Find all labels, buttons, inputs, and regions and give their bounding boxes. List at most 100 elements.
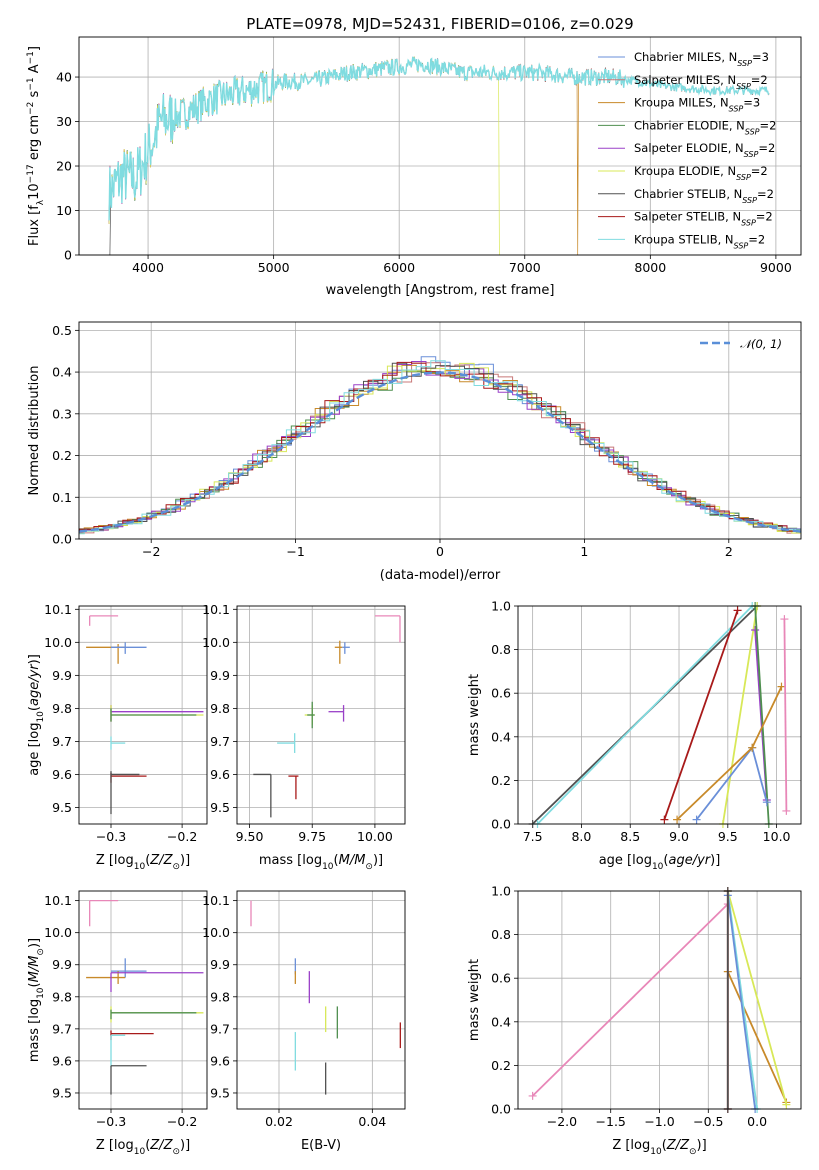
- y-tick-label: 10.0: [44, 635, 72, 650]
- data-point: [110, 1009, 197, 1020]
- y-tick-label: 0.8: [491, 642, 511, 657]
- series-marker: [733, 606, 742, 615]
- y-tick-label: 10.1: [202, 893, 230, 908]
- series-line: [783, 619, 788, 811]
- x-tick-label: 8.0: [571, 829, 591, 844]
- y-tick-label: 0.4: [52, 365, 72, 380]
- y-tick-label: 9.7: [52, 1021, 72, 1036]
- x-axis-label: mass [log10(M/M⊙)]: [259, 853, 383, 872]
- series-marker: [782, 806, 791, 815]
- x-tick-label: 0: [436, 544, 444, 559]
- x-tick-label: −1: [286, 544, 304, 559]
- data-point: [328, 705, 345, 722]
- series-marker: [780, 615, 789, 624]
- mass-weight-series: [673, 682, 786, 824]
- data-point: [110, 708, 197, 722]
- y-tick-label: 20: [56, 159, 72, 174]
- x-tick-label: −0.3: [96, 1114, 126, 1129]
- y-tick-label: 40: [56, 70, 72, 85]
- mass-weight-series: [723, 887, 762, 1113]
- x-tick-label: 0.0: [747, 1114, 767, 1129]
- y-axis-label: age [log10(age/yr)]: [27, 654, 46, 776]
- data-point: [111, 642, 147, 654]
- legend-entry: Salpeter MILES, NSSP=2: [634, 73, 768, 91]
- x-tick-label: 0.04: [358, 1114, 386, 1129]
- series-marker: [782, 1100, 791, 1109]
- x-tick-label: 9.75: [298, 829, 326, 844]
- mass_weight_vs_age-marks: [528, 602, 791, 828]
- y-tick-label: 9.9: [210, 957, 230, 972]
- age_vs_Z-marks: [86, 615, 204, 815]
- data-point: [288, 775, 299, 800]
- mass-weight-series: [692, 743, 771, 824]
- y-tick-label: 0.2: [491, 1058, 511, 1073]
- mass_weight_vs_Z-frame: [517, 890, 802, 1110]
- age_vs_Z-frame: [78, 605, 208, 825]
- age_vs_mass-frame: [236, 605, 406, 825]
- y-tick-label: 0.4: [491, 1014, 511, 1029]
- y-tick-label: 9.8: [210, 989, 230, 1004]
- age_vs_mass-marks: [253, 615, 401, 818]
- x-axis-label: Z [log10(Z/Z⊙)]: [96, 1138, 190, 1157]
- series-marker: [777, 682, 786, 691]
- series-marker: [528, 1091, 537, 1100]
- spectrum-legend: Chabrier MILES, NSSP=3 Salpeter MILES, NS…: [598, 50, 776, 250]
- data-point: [110, 1065, 147, 1095]
- y-tick-label: 10: [56, 203, 72, 218]
- data-point: [110, 1006, 204, 1023]
- data-point: [253, 773, 272, 818]
- figure-title: PLATE=0978, MJD=52431, FIBERID=0106, z=0…: [246, 15, 633, 33]
- series-marker: [673, 815, 682, 824]
- y-tick-label: 9.5: [210, 800, 230, 815]
- legend-entry: Salpeter STELIB, NSSP=2: [634, 210, 773, 228]
- x-tick-label: −1.0: [644, 1114, 674, 1129]
- mass_vs_Z-marks: [86, 899, 204, 1095]
- age_vs_Z-panel: −0.3 −0.2 9.5 9.6 9.7 9.8 9.9 10.0 10.1 Z [log10(…: [27, 602, 208, 872]
- y-tick-label: 9.7: [52, 734, 72, 749]
- mass_vs_ebv-marks: [250, 900, 401, 1095]
- y-tick-label: 9.5: [210, 1085, 230, 1100]
- y-tick-label: 9.6: [210, 1053, 230, 1068]
- data-point: [110, 972, 204, 992]
- x-tick-label: 8000: [634, 260, 666, 275]
- y-tick-label: 0.1: [52, 490, 72, 505]
- y-tick-label: 9.5: [52, 800, 72, 815]
- x-tick-label: −0.2: [167, 829, 197, 844]
- x-tick-label: 1: [580, 544, 588, 559]
- data-point: [89, 615, 119, 626]
- y-tick-label: 9.6: [210, 767, 230, 782]
- y-tick-label: 10.1: [202, 602, 230, 617]
- x-tick-label: 10.00: [357, 829, 393, 844]
- y-tick-label: 10.0: [202, 925, 230, 940]
- mass_vs_ebv-frame: [236, 890, 406, 1110]
- y-tick-label: 0.0: [52, 532, 72, 547]
- y-tick-label: 0.2: [491, 773, 511, 788]
- x-axis-label: Z [log10(Z/Z⊙)]: [612, 1138, 706, 1157]
- y-tick-label: 9.8: [52, 989, 72, 1004]
- mass_weight_vs_age-frame: [517, 605, 802, 825]
- spectrum-line-kroupa-elodie: [108, 56, 500, 256]
- mass-weight-series: [780, 615, 791, 815]
- series-line: [726, 971, 788, 1103]
- y-tick-label: 30: [56, 114, 72, 129]
- mass-weight-series: [533, 602, 757, 828]
- series-line: [754, 605, 770, 825]
- mass_weight_vs_age-panel: 7.5 8.0 8.5 9.0 9.5 10.0 0.0 0.2 0.4 0.6 0.8 1.0 age…: [467, 599, 802, 872]
- legend-entry: Chabrier STELIB, NSSP=2: [634, 187, 774, 205]
- x-axis-label: Z [log10(Z/Z⊙)]: [96, 853, 190, 872]
- x-axis-label: E(B-V): [301, 1138, 341, 1153]
- y-tick-label: 0.6: [491, 686, 511, 701]
- y-tick-label: 0.0: [491, 1102, 511, 1117]
- y-tick-label: 0.3: [52, 406, 72, 421]
- residuals-frame: [78, 321, 802, 540]
- x-tick-label: −0.2: [167, 1114, 197, 1129]
- x-axis-label: (data-model)/error: [380, 568, 501, 583]
- y-tick-label: 0.6: [491, 971, 511, 986]
- legend-entry: 𝒩(0, 1): [740, 337, 782, 351]
- x-tick-label: −2.0: [547, 1114, 577, 1129]
- y-tick-label: 0.8: [491, 927, 511, 942]
- mass-weight-series: [751, 602, 773, 828]
- age_vs_mass-grid: [237, 606, 405, 824]
- y-tick-label: 0.2: [52, 448, 72, 463]
